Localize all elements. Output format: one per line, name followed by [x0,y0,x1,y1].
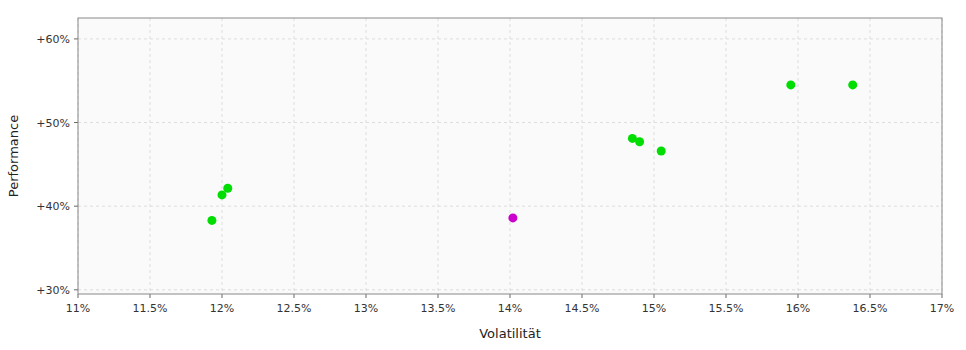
tick-label-x: 16.5% [853,302,888,315]
tick-label-x: 12.5% [277,302,312,315]
tick-label-x: 15.5% [709,302,744,315]
series [207,80,857,224]
series [508,213,517,222]
tick-y [74,289,78,290]
tick-label-x: 14% [498,302,522,315]
tick-label-x: 11.5% [133,302,168,315]
x-axis-label: Volatilität [479,326,541,341]
grid-line-x [294,18,295,294]
tick-label-x: 17% [930,302,954,315]
y-axis-label: Performance [6,115,21,197]
grid-line-x [726,18,727,294]
grid [78,18,942,294]
tick-label-x: 13% [354,302,378,315]
tick-x [78,294,79,298]
plot-background [78,18,942,294]
point [786,80,795,89]
data-points [207,80,857,224]
tick-x [870,294,871,298]
tick-label-x: 13.5% [421,302,456,315]
tick-label-x: 16% [786,302,810,315]
chart-container: 11% 11.5% 12% 12.5% 13% 13.5% 14% 14.5% 15% 15.5%… [0,0,966,350]
grid-line-y [78,38,942,39]
tick-label-y: +30% [36,284,70,297]
point [848,80,857,89]
grid-line-x [366,18,367,294]
chart: 11% 11.5% 12% 12.5% 13% 13.5% 14% 14.5% 15% 15.5%… [0,0,966,350]
tick-label-y: +50% [36,117,70,130]
tick-x [150,294,151,298]
tick-label-y: +40% [36,200,70,213]
tick-y [74,206,78,207]
point [207,216,216,225]
point [223,184,232,193]
tick-x [654,294,655,298]
tick-label-x: 11% [66,302,90,315]
ticks: 11% 11.5% 12% 12.5% 13% 13.5% 14% 14.5% 15% 15.5%… [36,33,954,315]
tick-label-x: 12% [210,302,234,315]
tick-y [74,122,78,123]
tick-x [294,294,295,298]
tick-label-x: 14.5% [565,302,600,315]
grid-line-x [150,18,151,294]
grid-line-x [438,18,439,294]
grid-line-x [510,18,511,294]
grid-line-y [78,206,942,207]
tick-label-x: 15% [642,302,666,315]
grid-line-x [654,18,655,294]
plot-frame [78,18,942,294]
grid-line-y [78,122,942,123]
point [508,213,517,222]
grid-line-y [78,289,942,290]
tick-label-y: +60% [36,33,70,46]
grid-line-x [222,18,223,294]
grid-line-x [798,18,799,294]
tick-x [510,294,511,298]
tick-x [222,294,223,298]
point [657,146,666,155]
tick-x [438,294,439,298]
tick-x [366,294,367,298]
tick-x [726,294,727,298]
tick-y [74,38,78,39]
grid-line-x [582,18,583,294]
point [635,137,644,146]
grid-line-x [870,18,871,294]
tick-x [798,294,799,298]
tick-x [582,294,583,298]
tick-x [942,294,943,298]
